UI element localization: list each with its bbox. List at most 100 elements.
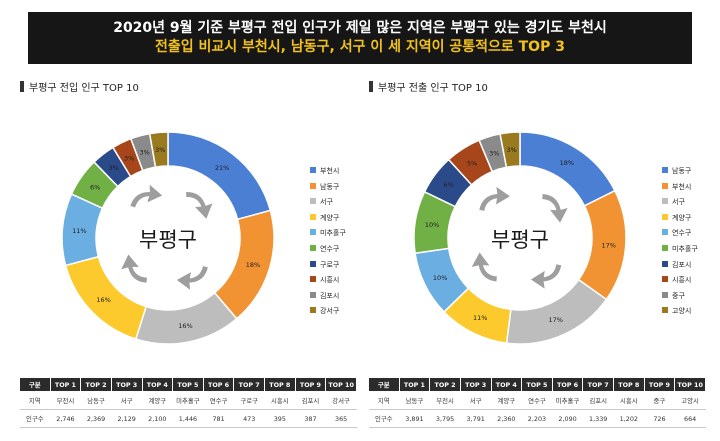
outflow-data-table: 구분 TOP 1 TOP 2 TOP 3 TOP 4 TOP 5 TOP 6 TOP 7 TOP… (368, 377, 706, 428)
data-label: 10% (433, 274, 447, 282)
table-header-cell: TOP 6 (202, 377, 235, 392)
table-cell: 781 (203, 409, 234, 428)
legend-swatch (310, 307, 316, 314)
legend-label: 중구 (672, 291, 685, 300)
table-header-row: 구분 TOP 1 TOP 2 TOP 3 TOP 4 TOP 5 TOP 6 TOP 7 TOP… (368, 377, 706, 392)
legend-swatch (662, 244, 668, 251)
legend-item: 미추홀구 (662, 242, 698, 258)
table-header-cell: TOP 4 (141, 377, 174, 392)
data-label: 3% (155, 146, 165, 154)
table-cell: 계양구 (491, 391, 522, 410)
cycle-arrow-icon (186, 191, 213, 219)
data-label: 3% (489, 149, 499, 157)
table-header-cell: TOP 4 (490, 377, 523, 392)
legend-swatch (310, 276, 316, 283)
table-cell: 2,360 (491, 409, 522, 428)
legend-item: 김포시 (310, 289, 346, 305)
table-cell: 2,746 (50, 409, 81, 428)
cycle-arrow-icon (542, 194, 568, 223)
chart-1-title-text: 부평구 전입 인구 TOP 10 (29, 83, 139, 94)
table-cell: 473 (233, 409, 265, 428)
legend-item: 중구 (662, 289, 698, 305)
table-cell: 중구 (644, 391, 675, 410)
table-cell: 인구수 (368, 409, 400, 428)
table-cell: 김포시 (582, 391, 614, 410)
legend-label: 남동구 (320, 182, 340, 191)
table-header-cell: 구분 (19, 377, 51, 392)
outflow-donut-chart: 18% 17% 17% 11% 10% 10% 6% 5% 3% 3% 부평구 (413, 131, 627, 345)
table-cell: 2,369 (80, 409, 112, 428)
legend-label: 구로구 (320, 260, 340, 269)
table-cell: 2,090 (552, 409, 583, 428)
table-cell: 서구 (111, 391, 142, 410)
legend-swatch (662, 307, 668, 314)
inflow-donut-chart: 21% 18% 16% 16% 11% 6% 3% 3% 3% 3% 부평구 (61, 131, 275, 345)
cycle-arrow-icon (121, 254, 147, 283)
legend-swatch (662, 213, 668, 220)
data-label: 11% (72, 227, 86, 235)
legend-label: 강서구 (320, 307, 340, 316)
legend-item: 시흥시 (662, 273, 698, 289)
table-cell: 서구 (460, 391, 491, 410)
legend-swatch (662, 182, 668, 189)
table-cell: 지역 (19, 391, 51, 410)
legend-swatch (662, 260, 668, 267)
headline-line-1: 2020년 9월 기준 부평구 전입 인구가 제일 많은 지역은 부평구 있는 … (113, 20, 607, 36)
data-label: 3% (124, 154, 134, 162)
chart-2-title-text: 부평구 전출 인구 TOP 10 (378, 83, 488, 94)
table-header-cell: TOP 7 (582, 377, 614, 392)
legend-swatch (310, 291, 316, 298)
table-cell: 387 (295, 409, 326, 428)
table-cell: 부천시 (429, 391, 461, 410)
cycle-arrow-icon (130, 184, 163, 208)
table-cell: 3,791 (460, 409, 491, 428)
table-header-cell: TOP 3 (110, 377, 143, 392)
legend-item: 시흥시 (310, 273, 346, 289)
data-label: 17% (548, 316, 562, 324)
legend-swatch (662, 198, 668, 205)
legend-label: 계양구 (672, 213, 692, 222)
section-marker (369, 81, 373, 92)
data-label: 18% (246, 261, 260, 269)
legend-label: 시흥시 (672, 276, 692, 285)
cycle-arrow-icon (471, 252, 497, 282)
legend-swatch (310, 244, 316, 251)
legend-swatch (662, 229, 668, 236)
legend-label: 연수구 (320, 244, 340, 253)
data-label: 16% (178, 322, 192, 330)
table-cell: 남동구 (80, 391, 112, 410)
legend-swatch (662, 167, 668, 173)
legend-label: 부천시 (320, 167, 340, 175)
donut-segment-고양시 (499, 131, 521, 169)
legend-item: 계양구 (662, 211, 698, 227)
legend-item: 부천시 (310, 164, 346, 180)
legend-swatch (662, 276, 668, 283)
legend-item: 남동구 (662, 164, 698, 180)
table-cell: 시흥시 (613, 391, 645, 410)
legend-label: 서구 (320, 198, 333, 207)
cycle-arrow-icon (530, 264, 562, 289)
table-header-cell: TOP 9 (294, 377, 327, 392)
table-cell: 1,446 (172, 409, 204, 428)
table-row: 인구수 2,746 2,369 2,129 2,100 1,446 781 473 395 387… (19, 409, 357, 428)
donut-segment-서구 (134, 291, 238, 345)
table-cell: 미추홀구 (172, 391, 204, 410)
legend-item: 남동구 (310, 180, 346, 196)
legend-item: 김포시 (662, 258, 698, 274)
data-label: 3% (506, 146, 516, 154)
legend-swatch (310, 167, 316, 173)
inflow-legend: 부천시 남동구 서구 계양구 미추홀구 연수구 구로구 시흥시 김포시 강서구 (310, 164, 346, 320)
legend-swatch (310, 229, 316, 236)
table-header-cell: TOP 1 (49, 377, 82, 392)
cycle-arrow-icon (176, 266, 208, 290)
table-header-cell: TOP 10 (325, 377, 357, 392)
donut-segment-부천시 (167, 131, 272, 221)
table-cell: 남동구 (399, 391, 430, 410)
data-label: 6% (444, 181, 454, 189)
table-header-cell: TOP 1 (398, 377, 431, 392)
legend-label: 연수구 (672, 229, 692, 238)
table-cell: 고양시 (674, 391, 706, 410)
data-label: 18% (560, 159, 574, 167)
table-cell: 3,795 (429, 409, 461, 428)
legend-item: 서구 (310, 195, 346, 211)
